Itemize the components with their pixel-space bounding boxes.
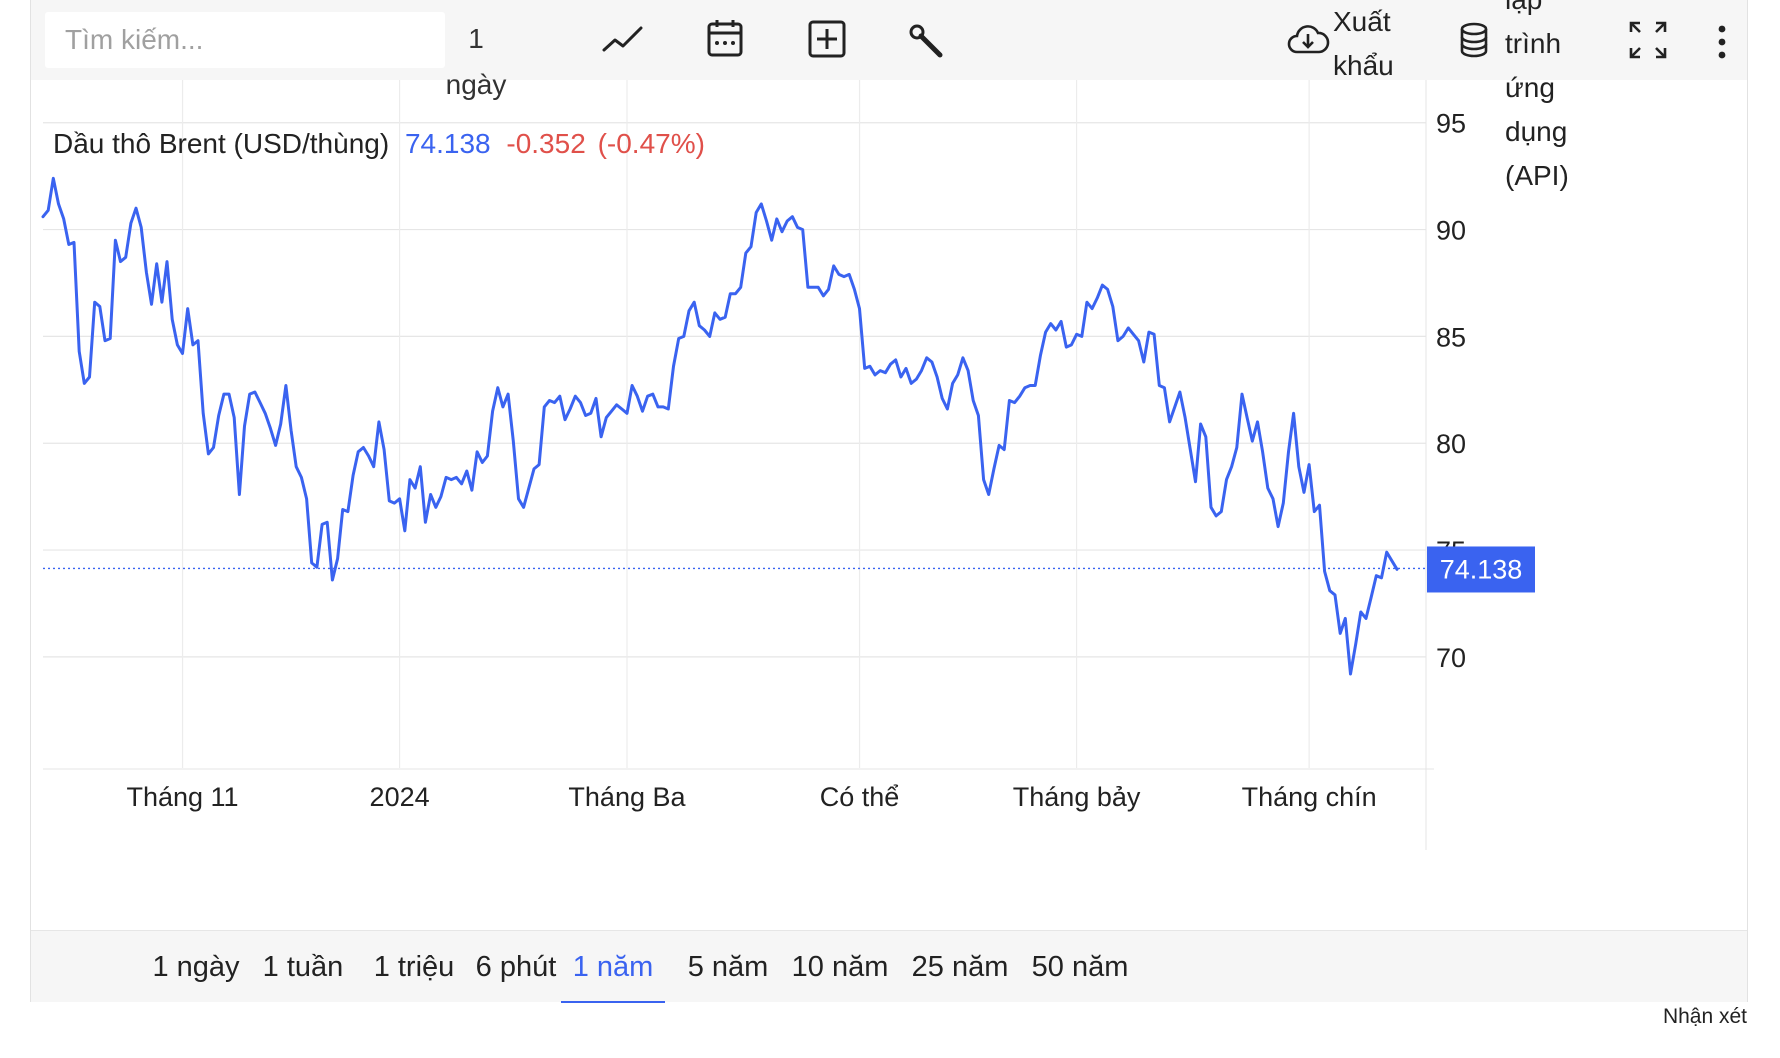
x-tick-label: Tháng 11 [126,782,238,812]
range-selector: 1 ngày 1 tuần 1 triệu 6 phút 1 năm 5 năm 10 nă… [31,930,1747,1003]
add-icon[interactable] [808,20,846,58]
range-button[interactable]: 1 triệu [373,951,455,983]
range-button[interactable]: 10 năm [791,951,889,983]
toolbar: 1 ngày Xuất khẩu [31,0,1747,191]
chart-widget: 1 ngày Xuất khẩu [30,0,1748,1003]
feedback-link[interactable]: Nhận xét [1662,1005,1747,1028]
x-tick-label: Có thể [820,782,900,812]
y-tick-label: 90 [1436,216,1466,246]
export-button[interactable]: Xuất khẩu [1333,6,1394,81]
search-input[interactable] [45,12,445,68]
chart-header: Dầu thô Brent (USD/thùng) 74.138 -0.352 … [53,128,705,160]
cloud-download-icon[interactable] [1286,22,1330,58]
x-tick-label: Tháng Ba [568,782,686,812]
instrument-label: Dầu thô Brent (USD/thùng) [53,128,390,159]
x-tick-label: Tháng chín [1242,782,1377,812]
x-tick-label: Tháng bảy [1013,782,1141,812]
x-tick-label: 2024 [370,782,430,812]
more-icon[interactable] [1716,24,1728,60]
line-chart-icon[interactable] [601,22,645,58]
range-button[interactable]: 1 ngày [152,951,240,983]
range-button[interactable]: 6 phút [475,951,557,983]
y-tick-label: 95 [1436,109,1466,139]
database-icon[interactable] [1459,22,1489,58]
calendar-icon[interactable] [706,18,744,58]
price-change: -0.352 [506,128,586,159]
y-tick-label: 80 [1436,429,1466,459]
wrench-icon[interactable] [909,24,945,60]
y-tick-label: 70 [1436,643,1466,673]
range-button[interactable]: 1 tuần [262,951,344,983]
series-line[interactable] [41,176,1399,676]
fullscreen-icon[interactable] [1628,20,1668,60]
y-tick-label: 85 [1436,322,1466,352]
current-price-badge-label: 74.138 [1440,554,1523,584]
range-button[interactable]: 25 năm [911,951,1009,983]
current-price-badge [1427,546,1535,593]
range-button[interactable]: 1 năm [561,931,665,1003]
interval-button[interactable]: 1 ngày [445,23,507,100]
range-button[interactable]: 50 năm [1031,951,1129,983]
range-button[interactable]: 5 năm [687,951,769,983]
last-price: 74.138 [404,128,491,159]
price-change-percent: (-0.47%) [597,128,705,159]
api-button[interactable]: lập trình ứng dụng (API) [1505,0,1569,191]
